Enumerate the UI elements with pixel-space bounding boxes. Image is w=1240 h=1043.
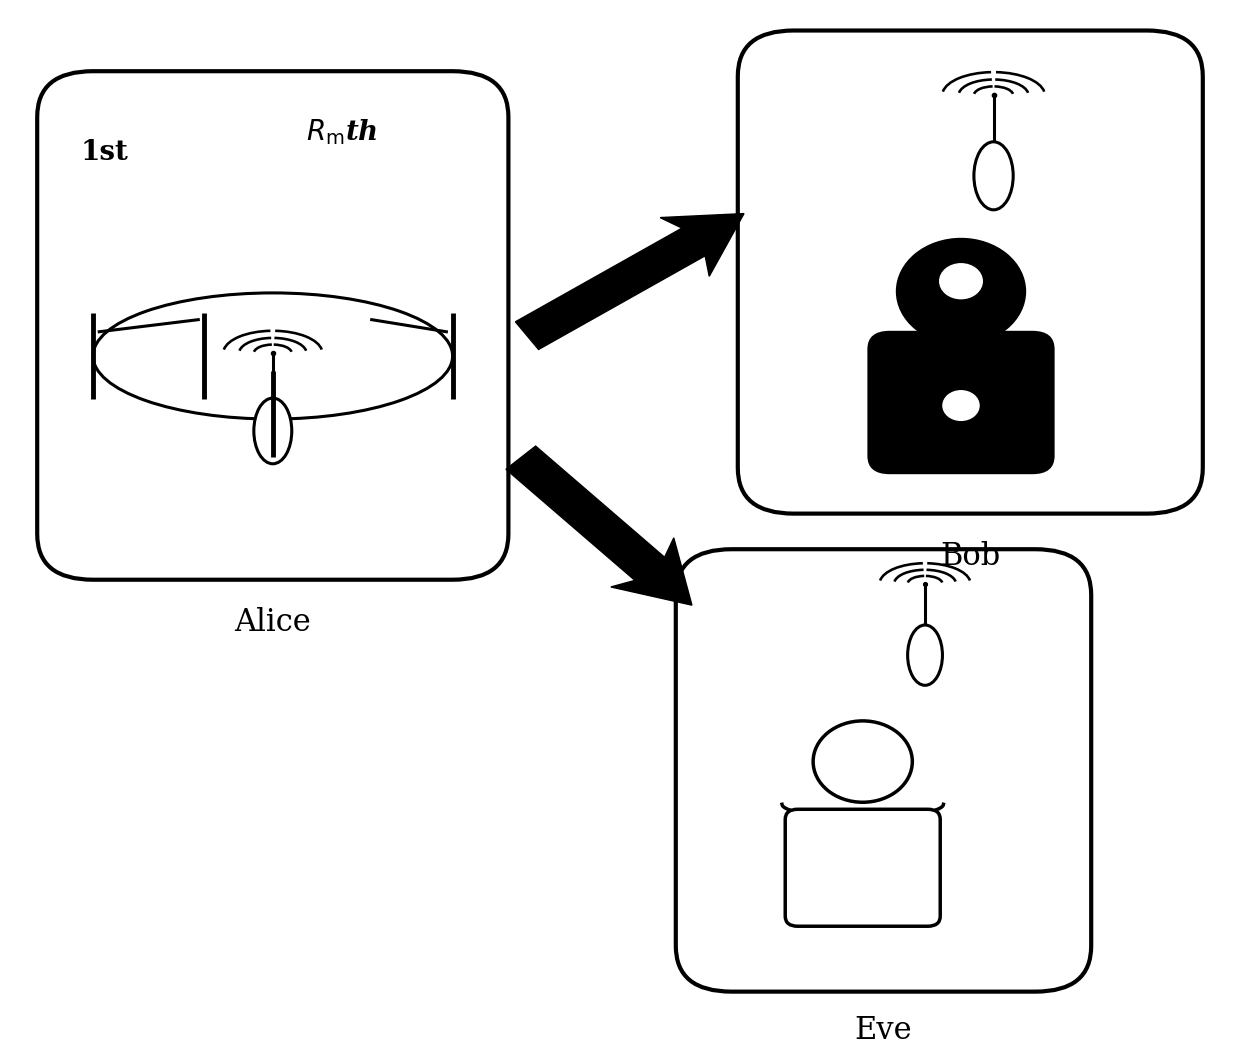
FancyBboxPatch shape <box>738 30 1203 513</box>
Circle shape <box>897 239 1025 344</box>
Ellipse shape <box>908 625 942 685</box>
FancyBboxPatch shape <box>867 331 1054 475</box>
FancyArrow shape <box>516 214 744 349</box>
FancyBboxPatch shape <box>676 550 1091 992</box>
Circle shape <box>940 264 982 298</box>
Ellipse shape <box>973 142 1013 210</box>
FancyBboxPatch shape <box>37 71 508 580</box>
Circle shape <box>942 391 980 420</box>
Text: 1st: 1st <box>81 139 129 166</box>
Text: Alice: Alice <box>234 607 311 638</box>
FancyArrow shape <box>506 446 692 605</box>
Text: Eve: Eve <box>854 1015 913 1043</box>
Ellipse shape <box>254 398 291 464</box>
Text: Bob: Bob <box>940 541 1001 572</box>
FancyBboxPatch shape <box>785 809 940 926</box>
Text: $R_\mathrm{m}$th: $R_\mathrm{m}$th <box>306 117 377 147</box>
